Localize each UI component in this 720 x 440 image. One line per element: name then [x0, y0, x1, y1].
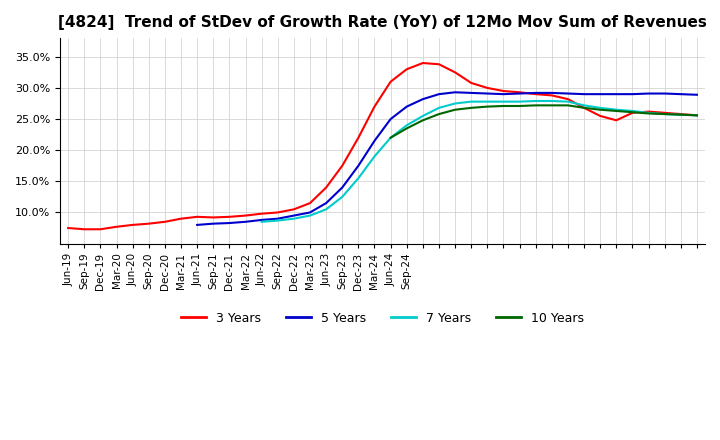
- Legend: 3 Years, 5 Years, 7 Years, 10 Years: 3 Years, 5 Years, 7 Years, 10 Years: [176, 307, 589, 330]
- Title: [4824]  Trend of StDev of Growth Rate (YoY) of 12Mo Mov Sum of Revenues: [4824] Trend of StDev of Growth Rate (Yo…: [58, 15, 707, 30]
